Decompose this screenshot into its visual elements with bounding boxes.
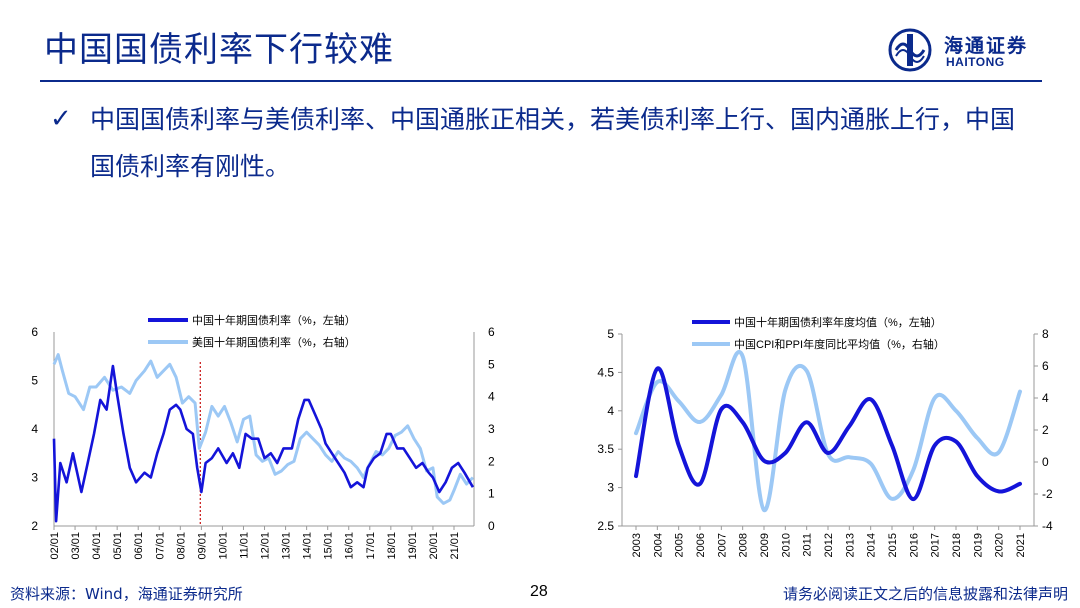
x-tick-label: 02/01: [49, 532, 61, 560]
right-y-tick-label: 6: [488, 325, 495, 339]
chart-cn-yield-vs-inflation: 2.5 3 3.5 4 4.5 5 -4 -2 0 2 4 6 8 2003 2004 2005 2006 200…: [597, 315, 1053, 557]
series-cpi-ppi-line: [634, 350, 1022, 513]
right-y-tick-label: 8: [1042, 327, 1049, 341]
x-tick-label: 2010: [780, 533, 792, 557]
x-tick-label: 2009: [759, 533, 771, 557]
x-tick-label: 17/01: [365, 532, 377, 560]
left-y-tick-label: 5: [607, 327, 614, 341]
x-tick-label: 19/01: [407, 532, 419, 560]
series-cn-yield-annual-line: [634, 366, 1022, 502]
right-y-tick-label: 0: [488, 519, 495, 533]
x-tick-label: 13/01: [281, 532, 293, 560]
x-tick-label: 08/01: [175, 532, 187, 560]
left-y-tick-label: 3: [31, 471, 38, 485]
left-y-tick-label: 5: [31, 374, 38, 388]
x-tick-label: 18/01: [386, 532, 398, 560]
haitong-logo-icon: [888, 28, 932, 72]
x-tick-label: 2006: [695, 533, 707, 557]
right-y-tick-label: 4: [1042, 391, 1049, 405]
x-tick-label: 2017: [930, 533, 942, 557]
x-tick-label: 2005: [674, 533, 686, 557]
x-tick-label: 2011: [802, 533, 814, 557]
chart-cn-us-10y-yield: 2 3 4 5 6 0 1 2 3 4 5 6 02/01 03/01 04/01 05/01 06/01 07/…: [31, 313, 495, 560]
legend-label: 中国CPI和PPI年度同比平均值（%，右轴）: [734, 337, 945, 351]
haitong-logo: 海通证券 HAITONG: [888, 28, 1048, 74]
right-y-tick-label: 2: [488, 454, 495, 468]
x-tick-label: 21/01: [449, 532, 461, 560]
x-tick-label: 2021: [1015, 533, 1027, 557]
x-tick-label: 07/01: [154, 532, 166, 560]
x-tick-label: 09/01: [196, 532, 208, 560]
bullet-text: 中国国债利率与美债利率、中国通胀正相关，若美债利率上行、国内通胀上行，中国国债利…: [90, 105, 1016, 181]
x-tick-label: 20/01: [428, 532, 440, 560]
left-y-tick-label: 4.5: [597, 365, 614, 379]
legend-label: 中国十年期国债利率（%，左轴）: [192, 313, 356, 327]
footer-source: 资料来源：Wind，海通证券研究所: [10, 585, 243, 603]
x-tick-label: 2013: [844, 533, 856, 557]
title-divider: [40, 80, 1042, 82]
right-y-tick-label: 3: [488, 422, 495, 436]
logo-cn-text: 海通证券: [944, 35, 1029, 57]
x-tick-label: 2004: [652, 533, 664, 557]
right-y-tick-label: 6: [1042, 359, 1049, 373]
left-y-tick-label: 2.5: [597, 519, 614, 533]
series-us-10y-line: [52, 353, 474, 505]
page-number: 28: [530, 583, 548, 600]
x-tick-label: 16/01: [344, 532, 356, 560]
left-y-tick-label: 2: [31, 519, 38, 533]
x-tick-label: 15/01: [323, 532, 335, 560]
right-y-tick-label: 4: [488, 390, 495, 404]
x-tick-label: 10/01: [217, 532, 229, 560]
x-tick-label: 14/01: [302, 532, 314, 560]
left-y-tick-label: 6: [31, 325, 38, 339]
series-cn-10y-line: [52, 364, 475, 523]
legend-label: 美国十年期国债利率（%，右轴）: [192, 335, 356, 349]
footer-disclaimer: 请务必阅读正文之后的信息披露和法律声明: [782, 585, 1068, 603]
right-y-tick-label: -2: [1042, 487, 1053, 501]
x-tick-label: 11/01: [238, 532, 250, 559]
x-tick-label: 2014: [866, 533, 878, 557]
left-y-tick-label: 3.5: [597, 442, 614, 456]
x-tick-label: 2019: [972, 533, 984, 557]
x-tick-label: 2018: [951, 533, 963, 557]
x-tick-label: 2020: [994, 533, 1006, 557]
x-tick-label: 2008: [738, 533, 750, 557]
left-y-tick-label: 4: [31, 422, 38, 436]
x-tick-label: 04/01: [91, 532, 103, 560]
right-y-tick-label: 5: [488, 357, 495, 371]
legend-label: 中国十年期国债利率年度均值（%，左轴）: [734, 315, 942, 329]
x-tick-label: 03/01: [70, 532, 82, 560]
left-y-tick-label: 3: [607, 481, 614, 495]
x-tick-label: 06/01: [133, 532, 145, 560]
x-tick-label: 2015: [887, 533, 899, 557]
slide-title: 中国国债利率下行较难: [44, 30, 394, 70]
check-mark-icon: ✓: [50, 104, 72, 134]
x-tick-label: 2007: [716, 533, 728, 557]
x-tick-label: 2003: [631, 533, 643, 557]
x-tick-label: 2012: [823, 533, 835, 557]
logo-en-text: HAITONG: [946, 55, 1005, 69]
x-tick-label: 2016: [908, 533, 920, 557]
x-tick-label: 12/01: [260, 532, 272, 560]
x-tick-label: 05/01: [112, 532, 124, 560]
right-y-tick-label: 0: [1042, 455, 1049, 469]
left-y-tick-label: 4: [607, 404, 614, 418]
right-y-tick-label: -4: [1042, 519, 1053, 533]
right-y-tick-label: 2: [1042, 423, 1049, 437]
right-y-tick-label: 1: [488, 487, 495, 501]
